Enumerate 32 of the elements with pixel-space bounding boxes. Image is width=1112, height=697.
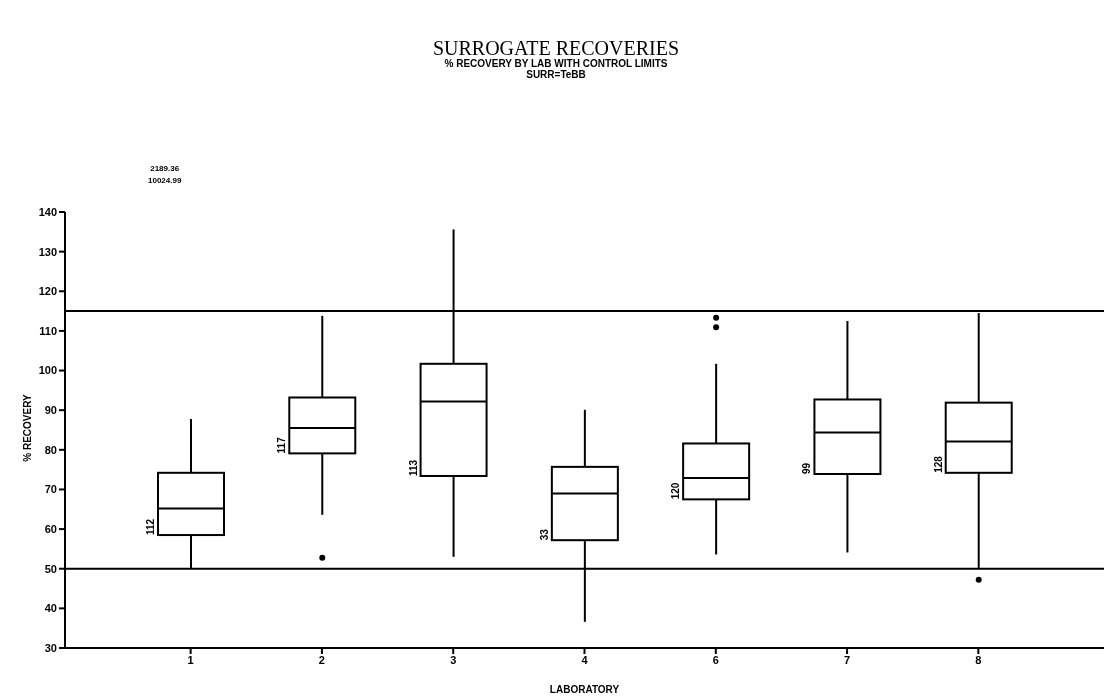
y-tick-label: 110: [39, 324, 57, 337]
x-tick-label: 6: [712, 653, 719, 666]
text: 10024.99: [148, 175, 182, 187]
annotation: 128: [932, 455, 944, 473]
y-tick-label: 120: [38, 285, 57, 298]
y-tick-label: 70: [44, 483, 57, 496]
x-tick-label: 4: [581, 653, 589, 666]
annotation: 33: [538, 528, 550, 541]
text: 2189.36: [149, 163, 181, 175]
y-axis-title: % RECOVERY: [22, 393, 33, 462]
chart-subtitle: % RECOVERY BY LAB WITH CONTROL LIMITS SURR=TeBB: [443, 58, 669, 80]
y-tick-label: 130: [38, 245, 57, 258]
x-tick-label: 2: [318, 653, 325, 666]
annotation: 112: [145, 518, 156, 536]
chart-title: SURROGATE RECOVERIES: [431, 37, 681, 59]
y-tick-label: 50: [44, 562, 57, 575]
y-tick-label: 60: [44, 523, 57, 535]
x-axis-title: LABORATORY: [549, 684, 620, 695]
x-tick-label: 7: [844, 653, 851, 666]
y-tick-label: 140: [38, 205, 57, 218]
y-tick-label: 30: [44, 641, 57, 654]
x-tick-label: 3: [450, 653, 457, 666]
y-tick-label: 80: [44, 443, 57, 456]
x-tick-label: 8: [975, 653, 982, 666]
annotation: 120: [670, 482, 682, 500]
y-tick-label: 100: [38, 364, 57, 377]
annotation: 99: [801, 462, 813, 474]
annotation: 117: [276, 436, 288, 454]
y-tick-label: 90: [44, 404, 57, 417]
y-tick-label: 40: [44, 602, 57, 615]
x-tick-label: 1: [187, 653, 194, 666]
annotation: 113: [407, 459, 419, 476]
